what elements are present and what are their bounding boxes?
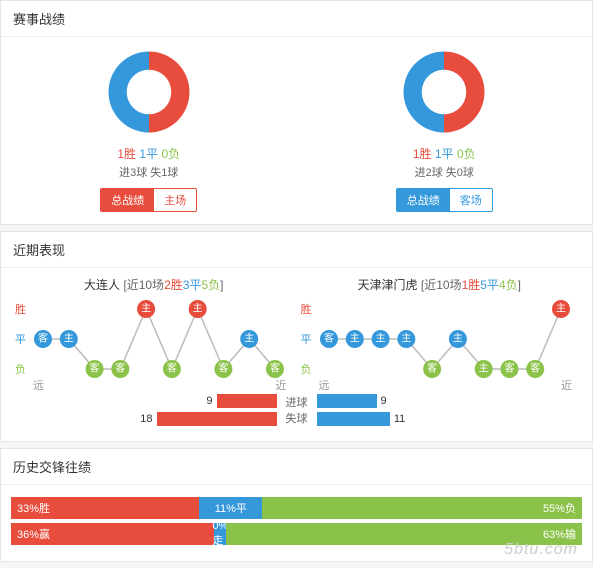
line-svg-left: 客主客客主客主客主客 xyxy=(33,299,285,379)
tab-away-right[interactable]: 客场 xyxy=(450,189,492,211)
bar-left-goals xyxy=(217,394,277,408)
svg-text:主: 主 xyxy=(244,333,254,345)
svg-text:客: 客 xyxy=(530,362,540,375)
match-record-title: 赛事战绩 xyxy=(1,1,592,37)
line-chart-right: 胜 平 负 客主主主客主主客客主 远 近 xyxy=(305,299,575,379)
tab-group-left: 总战绩 主场 xyxy=(100,188,197,212)
svg-text:客: 客 xyxy=(427,362,437,375)
team-header-right: 天津津门虎 [近10场1胜5平4负] xyxy=(297,276,583,293)
bars-left: 9 18 xyxy=(11,391,277,429)
bars-right: 9 11 xyxy=(317,391,583,429)
goals-left: 进3球 失1球 xyxy=(119,164,178,180)
history-body: 33%胜11%平55%负 36%赢0%走63%输 xyxy=(1,485,592,561)
bar-right-goals xyxy=(317,394,377,408)
svg-text:主: 主 xyxy=(478,363,488,375)
svg-text:主: 主 xyxy=(452,333,462,345)
bar-right-lose xyxy=(317,412,390,426)
svg-text:客: 客 xyxy=(167,362,177,375)
record-right: 1胜 1平 0负 进2球 失0球 总战绩 客场 xyxy=(297,47,593,212)
recent-row: 大连人 [近10场2胜3平5负] 胜 平 负 客主客客主客主客主客 远 近 天津… xyxy=(1,268,592,389)
svg-text:客: 客 xyxy=(38,332,48,345)
recent-title: 近期表现 xyxy=(1,232,592,268)
svg-text:主: 主 xyxy=(141,303,151,315)
svg-text:主: 主 xyxy=(193,303,203,315)
donut-row: 1胜 1平 0负 进3球 失1球 总战绩 主场 1胜 1平 0负 进2球 失0球… xyxy=(1,37,592,224)
recent-left: 大连人 [近10场2胜3平5负] 胜 平 负 客主客客主客主客主客 远 近 xyxy=(11,276,297,379)
wld-left: 1胜 1平 0负 xyxy=(117,145,180,162)
tab-group-right: 总战绩 客场 xyxy=(396,188,493,212)
svg-text:主: 主 xyxy=(349,333,359,345)
donut-chart-right xyxy=(399,47,489,137)
wld-right: 1胜 1平 0负 xyxy=(413,145,476,162)
recent-right: 天津津门虎 [近10场1胜5平4负] 胜 平 负 客主主主客主主客客主 远 近 xyxy=(297,276,583,379)
match-record-panel: 赛事战绩 1胜 1平 0负 进3球 失1球 总战绩 主场 1胜 1平 0负 进2… xyxy=(0,0,593,225)
recent-panel: 近期表现 大连人 [近10场2胜3平5负] 胜 平 负 客主客客主客主客主客 远… xyxy=(0,231,593,442)
svg-text:主: 主 xyxy=(375,333,385,345)
svg-text:客: 客 xyxy=(90,362,100,375)
history-seg-d: 11%平 xyxy=(199,497,262,519)
svg-text:客: 客 xyxy=(218,362,228,375)
history-seg-l: 55%负 xyxy=(262,497,582,519)
bar-left-lose xyxy=(157,412,277,426)
tab-home-left[interactable]: 主场 xyxy=(154,189,196,211)
goals-bars: 9 18 进球 失球 9 11 xyxy=(1,389,592,441)
goals-right: 进2球 失0球 xyxy=(415,164,474,180)
bars-labels: 进球 失球 xyxy=(277,394,317,426)
svg-text:主: 主 xyxy=(64,333,74,345)
svg-text:客: 客 xyxy=(504,362,514,375)
svg-text:客: 客 xyxy=(115,362,125,375)
svg-text:主: 主 xyxy=(556,303,566,315)
history-seg-l: 63%输 xyxy=(226,523,582,545)
history-bar: 33%胜11%平55%负 xyxy=(11,497,582,519)
history-bar: 36%赢0%走63%输 xyxy=(11,523,582,545)
team-header-left: 大连人 [近10场2胜3平5负] xyxy=(11,276,297,293)
line-chart-left: 胜 平 负 客主客客主客主客主客 远 近 xyxy=(19,299,289,379)
history-title: 历史交锋往绩 xyxy=(1,449,592,485)
history-panel: 历史交锋往绩 33%胜11%平55%负36%赢0%走63%输 5btu.com xyxy=(0,448,593,562)
history-seg-w: 33%胜 xyxy=(11,497,199,519)
history-seg-w: 36%赢 xyxy=(11,523,214,545)
svg-text:客: 客 xyxy=(324,332,334,345)
svg-text:主: 主 xyxy=(401,333,411,345)
tab-total-left[interactable]: 总战绩 xyxy=(101,189,154,211)
svg-text:客: 客 xyxy=(270,362,280,375)
history-seg-d: 0%走 xyxy=(214,523,226,545)
donut-chart-left xyxy=(104,47,194,137)
record-left: 1胜 1平 0负 进3球 失1球 总战绩 主场 xyxy=(1,47,297,212)
tab-total-right[interactable]: 总战绩 xyxy=(397,189,450,211)
line-svg-right: 客主主主客主主客客主 xyxy=(319,299,571,379)
